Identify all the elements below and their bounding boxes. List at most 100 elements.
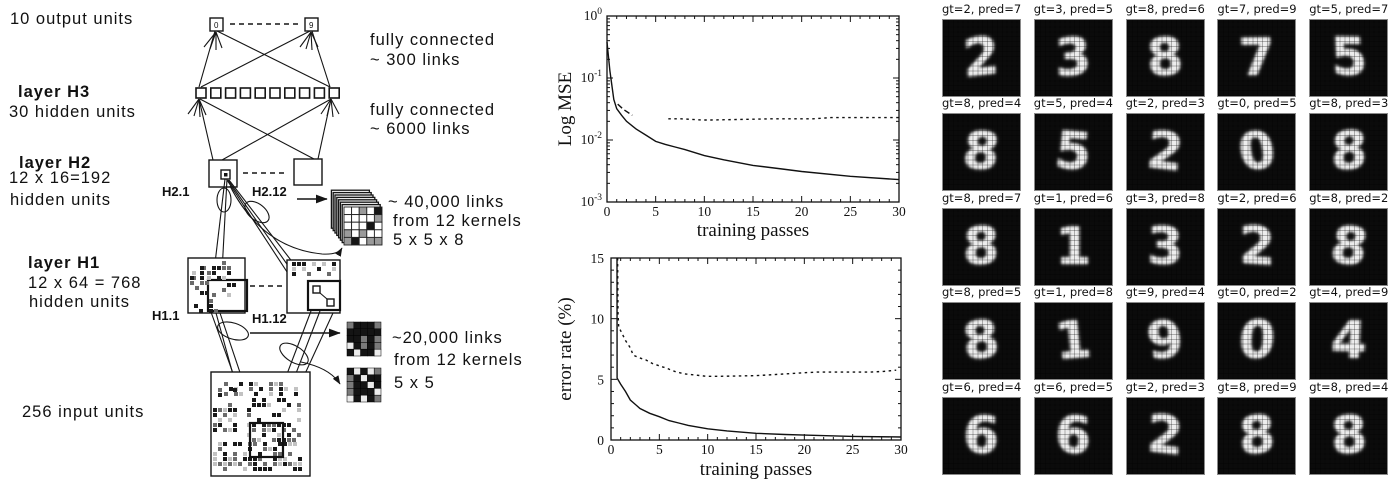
label-h1-title: layer H1: [28, 254, 100, 272]
svg-text:10-1: 10-1: [581, 69, 603, 85]
label-fc2-line2: ~ 6000 links: [370, 120, 471, 138]
label-k1-line1: ~20,000 links: [392, 329, 503, 347]
h3-unit-row: [195, 87, 341, 99]
svg-text:10: 10: [701, 442, 715, 457]
mse-yaxis-label: Log MSE: [555, 72, 576, 146]
svg-text:20: 20: [795, 204, 809, 219]
digit-glyph: 5: [1052, 120, 1095, 184]
output-digit-left: 0: [214, 21, 219, 30]
label-fc2-line1: fully connected: [370, 101, 495, 119]
label-k2-line2: from 12 kernels: [393, 212, 522, 230]
digit-image: 1: [1033, 207, 1113, 286]
kernel-cube-5x5x8: [330, 189, 383, 246]
digit-cell: gt=8, pred=4 8: [1309, 380, 1388, 475]
digit-gt-pred-label: gt=4, pred=9: [1309, 285, 1389, 300]
digit-image: 8: [1309, 396, 1389, 475]
digit-cell: gt=2, pred=3 2: [1125, 380, 1205, 475]
digit-glyph: 2: [961, 25, 1002, 91]
kernel2-curve-arrow: [300, 361, 341, 385]
digit-cell: gt=5, pred=7 5: [1309, 2, 1388, 97]
output-h3-connections: [198, 30, 331, 88]
digit-cell: gt=8, pred=2 8: [1309, 191, 1388, 286]
digit-cell: gt=5, pred=4 5: [1033, 96, 1113, 192]
digit-image: 5: [1309, 19, 1389, 97]
h3-h2-connections: [198, 98, 332, 161]
kernel-5x5-a: [346, 321, 382, 357]
error-rate-chart: 0 5 10 15 20 25 30 0 5 10 15 training passes error r…: [555, 251, 908, 480]
digit-image: 8: [1309, 207, 1389, 286]
kernel-cube-curve-arrow: [229, 185, 343, 257]
digit-image: 8: [942, 207, 1021, 286]
digit-cell: gt=2, pred=6 2: [1217, 191, 1297, 286]
label-k1-line3: 5 x 5: [394, 374, 435, 392]
kernel-5x5-b: [346, 367, 382, 403]
h1-last-kernel-shift-line: [319, 292, 328, 300]
digit-image: 8: [942, 302, 1021, 381]
h1-first-inner-box: [206, 278, 249, 313]
svg-text:25: 25: [846, 442, 860, 457]
svg-text:5: 5: [652, 204, 659, 219]
digit-gt-pred-label: gt=8, pred=5: [942, 285, 1022, 300]
input-speckles-bottom: [213, 442, 302, 471]
digit-image: 7: [1217, 19, 1297, 97]
label-h2-last: H2.12: [252, 184, 287, 199]
digit-glyph: 2: [1143, 120, 1187, 185]
digit-gt-pred-label: gt=0, pred=2: [1217, 285, 1297, 300]
digit-glyph: 6: [961, 404, 1002, 467]
digit-cell: gt=8, pred=4 8: [942, 96, 1022, 192]
label-k2-line3: 5 x 5 x 8: [393, 231, 464, 249]
digit-gt-pred-label: gt=8, pred=4: [942, 96, 1022, 111]
digit-gt-pred-label: gt=8, pred=7: [942, 190, 1022, 205]
digit-cell: gt=3, pred=5 3: [1033, 2, 1113, 97]
svg-text:10-3: 10-3: [581, 193, 603, 209]
digit-cell: gt=1, pred=8 1: [1033, 285, 1113, 381]
digit-glyph: 8: [1330, 121, 1367, 184]
misclassified-digits-grid: gt=2, pred=7 2 gt=3, pred=5 3 gt=8, pred=6 8 g…: [935, 0, 1400, 488]
digit-glyph: 0: [1237, 310, 1277, 372]
digit-cell: gt=7, pred=9 7: [1217, 2, 1297, 97]
digit-gt-pred-label: gt=6, pred=4: [942, 379, 1022, 394]
label-h2-sub1: 12 x 16=192: [9, 169, 111, 187]
weight-sharing-ellipse-4: [279, 342, 309, 366]
label-input-units: 256 input units: [22, 403, 144, 421]
label-h2-title: layer H2: [19, 154, 91, 172]
digit-image: 2: [1125, 396, 1205, 475]
digit-glyph: 8: [1145, 27, 1185, 89]
digit-cell: gt=6, pred=5 6: [1033, 380, 1113, 475]
digit-glyph: 0: [1234, 120, 1280, 184]
series-test-set-mse-early-: [617, 103, 633, 116]
digit-glyph: 8: [960, 121, 1003, 184]
label-h2-first: H2.1: [162, 184, 189, 199]
digit-image: 1: [1033, 302, 1113, 381]
digit-glyph: 2: [1238, 215, 1275, 279]
digit-gt-pred-label: gt=3, pred=8: [1125, 190, 1205, 205]
label-h1-last: H1.12: [252, 311, 287, 326]
training-curves-panel: 0 5 10 15 20 25 30 100 10-1 10-2 10-3 training pass…: [545, 0, 940, 488]
digit-image: 8: [1125, 19, 1205, 97]
mse-xaxis-label: training passes: [697, 220, 809, 241]
digit-cell: gt=3, pred=8 3: [1125, 190, 1205, 286]
digit-gt-pred-label: gt=3, pred=5: [1033, 2, 1113, 16]
svg-text:0: 0: [608, 442, 615, 457]
digit-gt-pred-label: gt=0, pred=5: [1217, 96, 1297, 111]
digit-gt-pred-label: gt=2, pred=3: [1125, 96, 1205, 111]
digit-glyph: 7: [1237, 27, 1277, 89]
h2-first-map-box: [208, 159, 238, 188]
digit-cell: gt=2, pred=7 2: [942, 2, 1021, 97]
svg-text:15: 15: [591, 251, 605, 266]
output-unit-right-node: [304, 17, 319, 32]
digit-cell: gt=1, pred=6 1: [1033, 191, 1113, 286]
label-output-units: 10 output units: [10, 10, 133, 28]
svg-text:30: 30: [892, 204, 906, 219]
digit-gt-pred-label: gt=1, pred=8: [1033, 285, 1113, 300]
label-k1-line2: from 12 kernels: [394, 351, 523, 369]
digit-image: 4: [1309, 302, 1389, 381]
digit-image: 6: [942, 396, 1021, 475]
label-k2-line1: ~ 40,000 links: [388, 193, 504, 211]
digit-glyph: 8: [963, 216, 1000, 278]
h1-last-kernel-pos-2: [326, 298, 335, 307]
digit-image: 8: [1309, 113, 1389, 192]
h2-unit-node-core: [224, 173, 228, 177]
digit-cell: gt=8, pred=9 8: [1217, 380, 1297, 475]
digit-gt-pred-label: gt=7, pred=9: [1217, 2, 1297, 16]
